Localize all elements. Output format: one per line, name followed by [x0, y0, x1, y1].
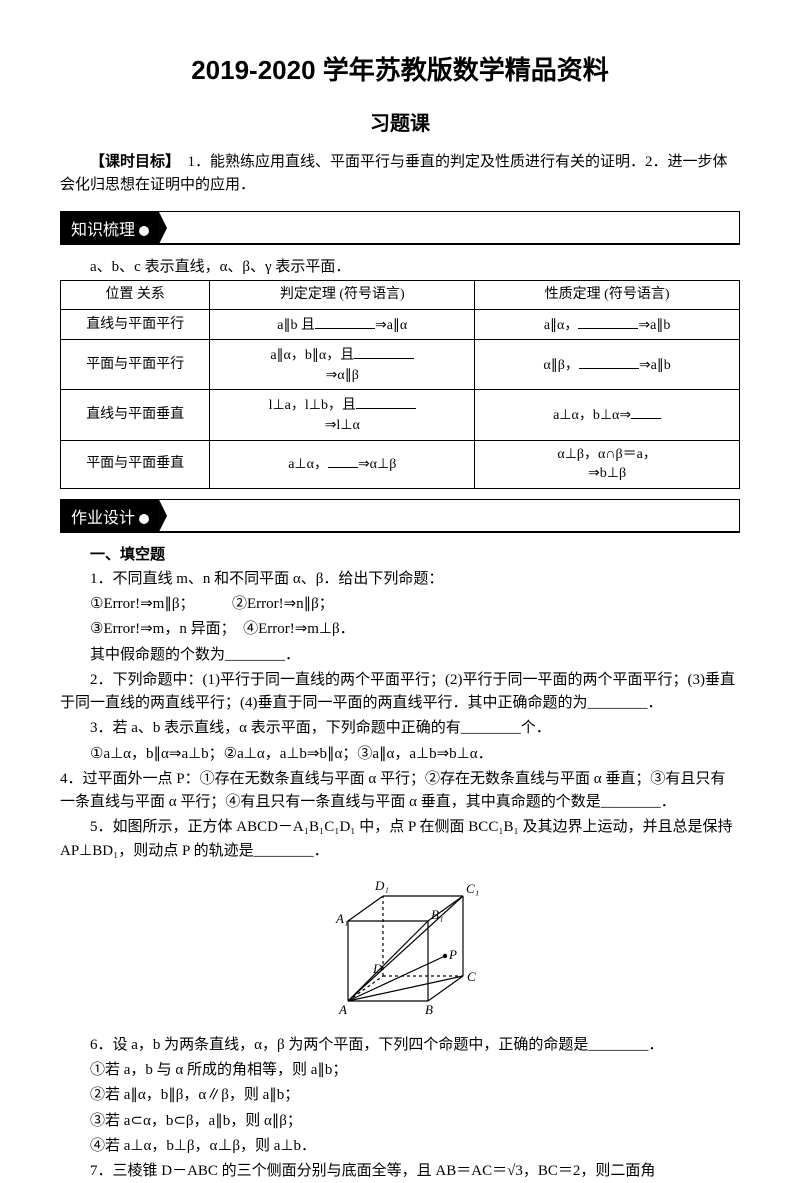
question: 其中假命题的个数为________．: [60, 644, 740, 667]
table-row: 直线与平面垂直 l⊥a，l⊥b，且⇒l⊥α a⊥α，b⊥α⇒: [61, 390, 740, 440]
header-cell: 位置 关系: [61, 281, 210, 310]
section-header-knowledge: 知识梳理: [60, 211, 740, 245]
svg-text:B₁: B₁: [431, 907, 443, 922]
question: ①Error!⇒m∥β； ②Error!⇒n∥β；: [60, 593, 740, 616]
cube-svg: D₁ C₁ A₁ B₁ D C A B P: [313, 871, 488, 1026]
question: ④若 a⊥α，b⊥β，α⊥β，则 a⊥b．: [60, 1135, 740, 1158]
bullet-icon: [139, 226, 149, 236]
section-label: 知识梳理: [61, 212, 159, 244]
question: ①a⊥α，b∥α⇒a⊥b；②a⊥α，a⊥b⇒b∥α；③a∥α，a⊥b⇒b⊥α．: [60, 743, 740, 766]
sub-title: 习题课: [60, 107, 740, 136]
cube-figure: D₁ C₁ A₁ B₁ D C A B P: [60, 871, 740, 1026]
svg-text:C₁: C₁: [466, 881, 479, 896]
question: ③Error!⇒m，n 异面； ④Error!⇒m⊥β．: [60, 618, 740, 641]
question: ②若 a∥α，b∥β，α∥β，则 a∥b；: [60, 1084, 740, 1107]
question: 5．如图所示，正方体 ABCD－A₁B₁C₁D₁ 中，点 P 在侧面 BCC₁B…: [60, 816, 740, 863]
page-title: 2019-2020 学年苏教版数学精品资料: [60, 50, 740, 87]
svg-text:D: D: [372, 961, 383, 976]
svg-text:D₁: D₁: [374, 878, 389, 893]
table-row: 位置 关系 判定定理 (符号语言) 性质定理 (符号语言): [61, 281, 740, 310]
intro-paragraph: 【课时目标】 1．能熟练应用直线、平面平行与垂直的判定及性质进行有关的证明．2．…: [60, 151, 740, 196]
question: 1．不同直线 m、n 和不同平面 α、β．给出下列命题：: [60, 568, 740, 591]
question: 2．下列命题中：(1)平行于同一直线的两个平面平行；(2)平行于同一平面的两个平…: [60, 669, 740, 716]
section-label: 作业设计: [61, 500, 159, 532]
question: 6．设 a，b 为两条直线，α，β 为两个平面，下列四个命题中，正确的命题是__…: [60, 1034, 740, 1057]
question: 4．过平面外一点 P：①存在无数条直线与平面 α 平行；②存在无数条直线与平面 …: [60, 768, 740, 815]
pre-table-text: a、b、c 表示直线，α、β、γ 表示平面．: [60, 255, 740, 276]
header-cell: 判定定理 (符号语言): [210, 281, 475, 310]
question: 7．三棱锥 D－ABC 的三个侧面分别与底面全等，且 AB＝AC＝√3，BC＝2…: [60, 1160, 740, 1183]
header-cell: 性质定理 (符号语言): [475, 281, 740, 310]
svg-text:P: P: [448, 947, 457, 962]
section-header-homework: 作业设计: [60, 499, 740, 533]
table-row: 平面与平面垂直 a⊥α，⇒α⊥β α⊥β，α∩β＝a， ⇒b⊥β: [61, 440, 740, 488]
bullet-icon: [139, 514, 149, 524]
question: ③若 a⊂α，b⊂β，a∥b，则 α∥β；: [60, 1110, 740, 1133]
table-row: 平面与平面平行 a∥α，b∥α，且⇒α∥β α∥β，⇒a∥b: [61, 340, 740, 390]
question: 3．若 a、b 表示直线，α 表示平面，下列命题中正确的有________个．: [60, 717, 740, 740]
svg-text:B: B: [425, 1002, 433, 1017]
svg-text:C: C: [467, 969, 476, 984]
svg-text:A: A: [338, 1002, 347, 1017]
fill-heading: 一、填空题: [60, 543, 740, 564]
svg-text:A₁: A₁: [335, 911, 348, 926]
table-row: 直线与平面平行 a∥b 且⇒a∥α a∥α，⇒a∥b: [61, 309, 740, 340]
page: 2019-2020 学年苏教版数学精品资料 习题课 【课时目标】 1．能熟练应用…: [0, 0, 800, 1132]
theorem-table: 位置 关系 判定定理 (符号语言) 性质定理 (符号语言) 直线与平面平行 a∥…: [60, 280, 740, 489]
intro-label: 【课时目标】: [90, 154, 173, 170]
question: ①若 a，b 与 α 所成的角相等，则 a∥b；: [60, 1059, 740, 1082]
